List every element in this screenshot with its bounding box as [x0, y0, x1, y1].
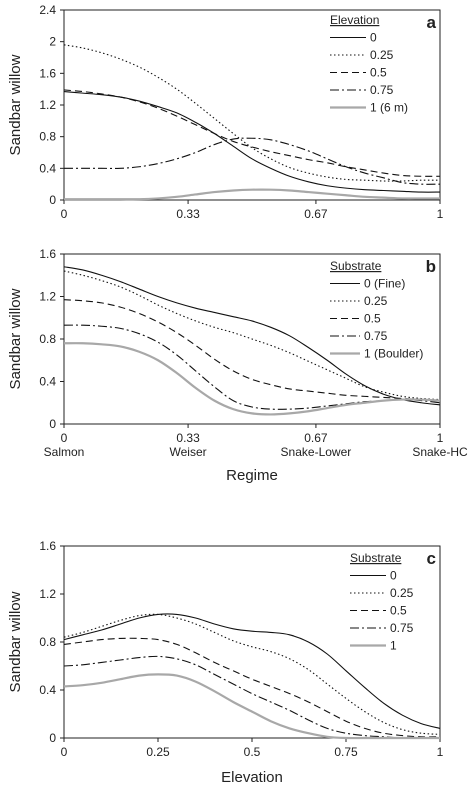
series-line-0 [63, 90, 441, 193]
x-category-label: Weiser [170, 445, 207, 459]
x-tick-label: 0.25 [146, 745, 170, 759]
legend-label: 0.75 [364, 329, 388, 343]
legend-label: 0.5 [364, 312, 381, 326]
x-axis-label: Elevation [221, 769, 283, 786]
x-tick-label: 1 [437, 207, 444, 221]
x-tick-label: 0 [61, 207, 68, 221]
x-tick-label: 0.75 [334, 745, 358, 759]
y-axis-label: Sandbar willow [7, 591, 24, 692]
y-tick-label: 0 [49, 417, 56, 431]
series-line-0-75 [63, 324, 441, 410]
y-tick-label: 0.8 [39, 130, 56, 144]
y-tick-label: 0 [49, 193, 56, 207]
legend-label: 0 [370, 31, 377, 45]
legend-label: 1 [390, 639, 397, 653]
y-tick-label: 0 [49, 731, 56, 745]
x-category-label: Salmon [44, 445, 85, 459]
series-line-0-25 [63, 270, 441, 401]
y-tick-label: 0.4 [39, 161, 56, 175]
legend-label: 0.75 [370, 83, 394, 97]
panel-b: 0 0.4 0.8 1.2 1.6 0 0.33 0.67 1 Salmon Weiser Snake… [7, 247, 468, 484]
legend-label: 0.25 [390, 586, 414, 600]
series-line-0-75 [64, 137, 441, 185]
legend-label: 0.5 [390, 604, 407, 618]
y-axis-label: Sandbar willow [7, 54, 24, 155]
panel-c: 0 0.4 0.8 1.2 1.6 0 0.25 0.5 0.75 1 Sandbar willow… [7, 539, 444, 786]
x-tick-label: 0.67 [304, 207, 328, 221]
series-line-0-5 [63, 637, 441, 738]
series-line-1 [63, 673, 440, 740]
series-line-0-fine- [63, 266, 441, 406]
series-line-0-25 [63, 613, 441, 735]
legend-title: Elevation [330, 13, 379, 27]
x-category-label: Snake-Lower [281, 445, 352, 459]
y-tick-label: 1.6 [39, 66, 56, 80]
series-line-0-75 [63, 655, 440, 739]
x-tick-label: 0.5 [244, 745, 261, 759]
panel-letter: c [427, 549, 436, 568]
x-axis-label: Regime [226, 467, 278, 484]
y-tick-label: 1.2 [39, 290, 56, 304]
panel-a: 0 0.4 0.8 1.2 1.6 2 2.4 0 0.33 0.67 1 Sandbar willo… [7, 3, 444, 221]
legend-label: 0.25 [364, 294, 388, 308]
legend-title: Substrate [350, 551, 402, 565]
y-axis-label: Sandbar willow [7, 288, 24, 389]
legend-title: Substrate [330, 259, 382, 273]
series-line-0 [63, 613, 441, 729]
legend-label: 0.75 [390, 621, 414, 635]
panel-letter: b [426, 257, 436, 276]
series-line-1-6-m- [64, 188, 440, 201]
y-tick-label: 2 [49, 35, 56, 49]
x-tick-label: 0 [61, 745, 68, 759]
legend-label: 0 (Fine) [364, 277, 405, 291]
y-tick-label: 0.4 [39, 683, 56, 697]
x-tick-label: 0.67 [304, 431, 328, 445]
plot-frame [63, 545, 441, 739]
legend-label: 1 (Boulder) [364, 347, 423, 361]
y-tick-label: 0.8 [39, 635, 56, 649]
y-tick-label: 0.8 [39, 332, 56, 346]
x-tick-label: 1 [437, 431, 444, 445]
legend-label: 0 [390, 569, 397, 583]
y-tick-label: 1.6 [39, 539, 56, 553]
x-tick-label: 0.33 [176, 431, 200, 445]
series-line-1-boulder- [63, 342, 441, 416]
x-tick-label: 0.33 [176, 207, 200, 221]
x-tick-label: 0 [61, 431, 68, 445]
legend-label: 0.5 [370, 66, 387, 80]
legend-label: 1 (6 m) [370, 101, 408, 115]
y-tick-label: 0.4 [39, 375, 56, 389]
x-category-label: Snake-HC [412, 445, 468, 459]
y-tick-label: 1.6 [39, 247, 56, 261]
y-tick-label: 2.4 [39, 3, 56, 17]
y-tick-label: 1.2 [39, 98, 56, 112]
x-tick-label: 1 [437, 745, 444, 759]
y-tick-label: 1.2 [39, 587, 56, 601]
series-line-0-25 [63, 44, 441, 182]
panel-letter: a [427, 13, 437, 32]
legend-label: 0.25 [370, 48, 394, 62]
series-line-0-5 [63, 299, 441, 402]
